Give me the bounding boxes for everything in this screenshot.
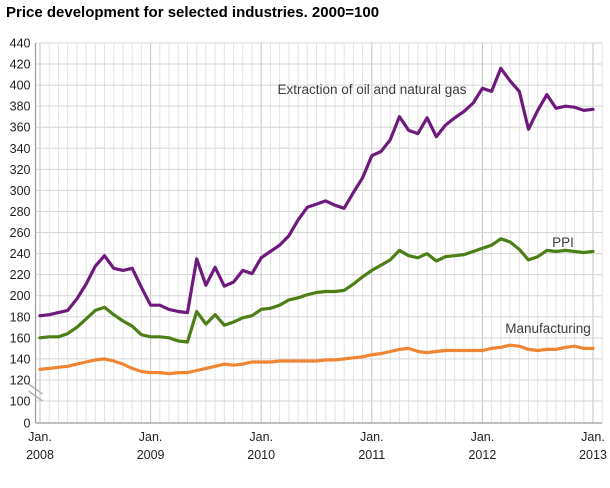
x-tick-year: 2013: [579, 448, 607, 462]
y-tick-label: 100: [10, 395, 31, 409]
x-tick-year: 2008: [26, 448, 54, 462]
series-line-manufacturing: [38, 343, 595, 376]
y-tick-label: 120: [10, 373, 31, 387]
y-tick-label: 260: [10, 226, 31, 240]
y-tick-label: 340: [10, 142, 31, 156]
y-tick-label: 300: [10, 184, 31, 198]
y-tick-label: 240: [10, 247, 31, 261]
gridlines: [35, 42, 603, 423]
y-tick-label: 200: [10, 289, 31, 303]
y-tick-label: 400: [10, 79, 31, 93]
x-tick-month: Jan.: [249, 430, 273, 444]
series-label-manufacturing: Manufacturing: [505, 321, 591, 336]
series-line-extraction-of-oil-and-natural-gas: [38, 66, 595, 318]
x-tick-month: Jan.: [139, 430, 163, 444]
y-tick-label: 180: [10, 310, 31, 324]
axis-break-mark: [28, 383, 43, 395]
x-tick-month: Jan.: [581, 430, 605, 444]
x-tick-month: Jan.: [28, 430, 52, 444]
x-tick-month: Jan.: [471, 430, 495, 444]
series-lines: [38, 66, 595, 376]
y-tick-label: 380: [10, 100, 31, 114]
y-tick-label: 280: [10, 205, 31, 219]
series-labels: Extraction of oil and natural gas PPI Ma…: [277, 82, 590, 336]
y-axis-labels: 100 120 140 160 180 200 220 240 260 280 300 320 340 3…: [10, 37, 31, 431]
y-tick-label: 420: [10, 58, 31, 72]
y-tick-label: 440: [10, 37, 31, 51]
axis-lines: [34, 43, 603, 424]
y-tick-label: 220: [10, 268, 31, 282]
x-axis-labels: Jan. 2008 Jan. 2009 Jan. 2010 Jan. 2011 Jan. 2012…: [26, 430, 607, 462]
series-label-extraction: Extraction of oil and natural gas: [277, 82, 466, 97]
y-tick-label: 320: [10, 163, 31, 177]
series-line-ppi: [38, 237, 595, 344]
y-tick-label: 360: [10, 121, 31, 135]
axis-break-mark: [28, 390, 43, 402]
axis-break-icon: [28, 383, 43, 402]
x-tick-month: Jan.: [360, 430, 384, 444]
x-tick-year: 2012: [468, 448, 496, 462]
x-tick-year: 2010: [247, 448, 275, 462]
series-label-ppi: PPI: [552, 235, 574, 250]
x-tick-year: 2009: [137, 448, 165, 462]
y-tick-label: 160: [10, 331, 31, 345]
y-tick-label: 140: [10, 352, 31, 366]
x-tick-year: 2011: [358, 448, 385, 462]
y-tick-label-zero: 0: [24, 417, 31, 431]
chart-title: Price development for selected industrie…: [6, 4, 380, 21]
